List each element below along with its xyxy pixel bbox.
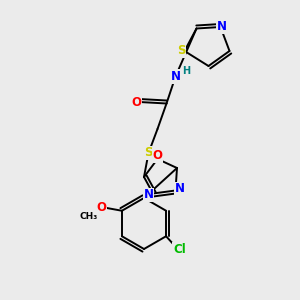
Text: N: N	[175, 182, 185, 196]
Text: H: H	[182, 66, 190, 76]
Text: Cl: Cl	[173, 243, 186, 256]
Text: O: O	[131, 95, 142, 109]
Text: N: N	[143, 188, 154, 202]
Text: S: S	[177, 44, 185, 58]
Text: S: S	[144, 146, 153, 160]
Text: O: O	[96, 201, 106, 214]
Text: N: N	[170, 70, 181, 83]
Text: N: N	[217, 20, 227, 34]
Text: O: O	[152, 149, 163, 162]
Text: CH₃: CH₃	[79, 212, 98, 221]
